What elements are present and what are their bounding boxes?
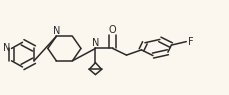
Text: N: N bbox=[52, 26, 60, 36]
Text: F: F bbox=[187, 37, 192, 47]
Text: N: N bbox=[91, 38, 99, 48]
Text: N: N bbox=[3, 43, 10, 53]
Text: O: O bbox=[108, 25, 116, 35]
